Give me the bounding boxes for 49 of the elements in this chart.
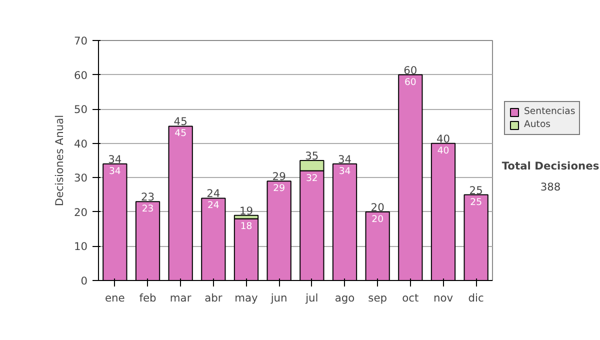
total-label: 20 bbox=[370, 200, 385, 214]
x-tick-label: may bbox=[234, 292, 258, 304]
y-tick-label: 10 bbox=[74, 240, 88, 254]
data-label: 34 bbox=[108, 166, 121, 177]
x-tick-label: nov bbox=[433, 292, 454, 304]
x-tick-label: jun bbox=[270, 292, 288, 304]
y-tick-label: 50 bbox=[74, 103, 88, 116]
x-tick-label: abr bbox=[204, 292, 223, 304]
total-label: 34 bbox=[108, 152, 122, 166]
text: 388 bbox=[540, 180, 561, 194]
data-label: 29 bbox=[273, 183, 286, 194]
x-tick-label: feb bbox=[139, 292, 157, 304]
total-label: 34 bbox=[338, 152, 352, 166]
x-tick-label: ene bbox=[104, 292, 125, 304]
total-label: 25 bbox=[469, 184, 483, 197]
data-label: 25 bbox=[470, 196, 482, 208]
total-label: 40 bbox=[436, 132, 450, 146]
total-label: 24 bbox=[206, 187, 220, 200]
y-tick-label: 70 bbox=[74, 34, 88, 48]
data-label: 40 bbox=[437, 145, 450, 156]
total-label: 60 bbox=[404, 64, 418, 77]
y-tick-label: 40 bbox=[74, 137, 88, 150]
data-label: 45 bbox=[174, 128, 187, 140]
data-label: 18 bbox=[240, 220, 252, 232]
total-label: 19 bbox=[239, 204, 254, 218]
data-label: 23 bbox=[142, 204, 154, 215]
data-label: 24 bbox=[207, 200, 220, 212]
data-label: 20 bbox=[372, 214, 384, 225]
total-label: 23 bbox=[140, 190, 155, 204]
x-tick-label: mar bbox=[170, 292, 192, 304]
data-label: 60 bbox=[404, 76, 416, 88]
data-label: 34 bbox=[338, 166, 351, 177]
y-tick-label: 60 bbox=[74, 68, 88, 82]
legend-label: Sentencias bbox=[524, 106, 576, 117]
legend-label: Autos bbox=[524, 119, 551, 130]
y-tick-label: 20 bbox=[74, 206, 88, 219]
x-tick-label: oct bbox=[402, 292, 419, 304]
y-tick-label: 0 bbox=[80, 274, 88, 288]
x-tick-label: dic bbox=[468, 292, 484, 304]
y-tick-label: 30 bbox=[74, 172, 88, 185]
x-tick-label: sep bbox=[368, 292, 388, 304]
x-tick-label: jul bbox=[304, 292, 318, 304]
data-label: 32 bbox=[306, 172, 318, 184]
total-label: 29 bbox=[272, 170, 286, 184]
y-axis-title: Decisiones Anual bbox=[52, 114, 66, 206]
x-tick-label: ago bbox=[334, 292, 355, 304]
total-label: 45 bbox=[174, 115, 188, 128]
total-label: 35 bbox=[305, 150, 319, 162]
text: Total Decisiones bbox=[502, 160, 600, 172]
